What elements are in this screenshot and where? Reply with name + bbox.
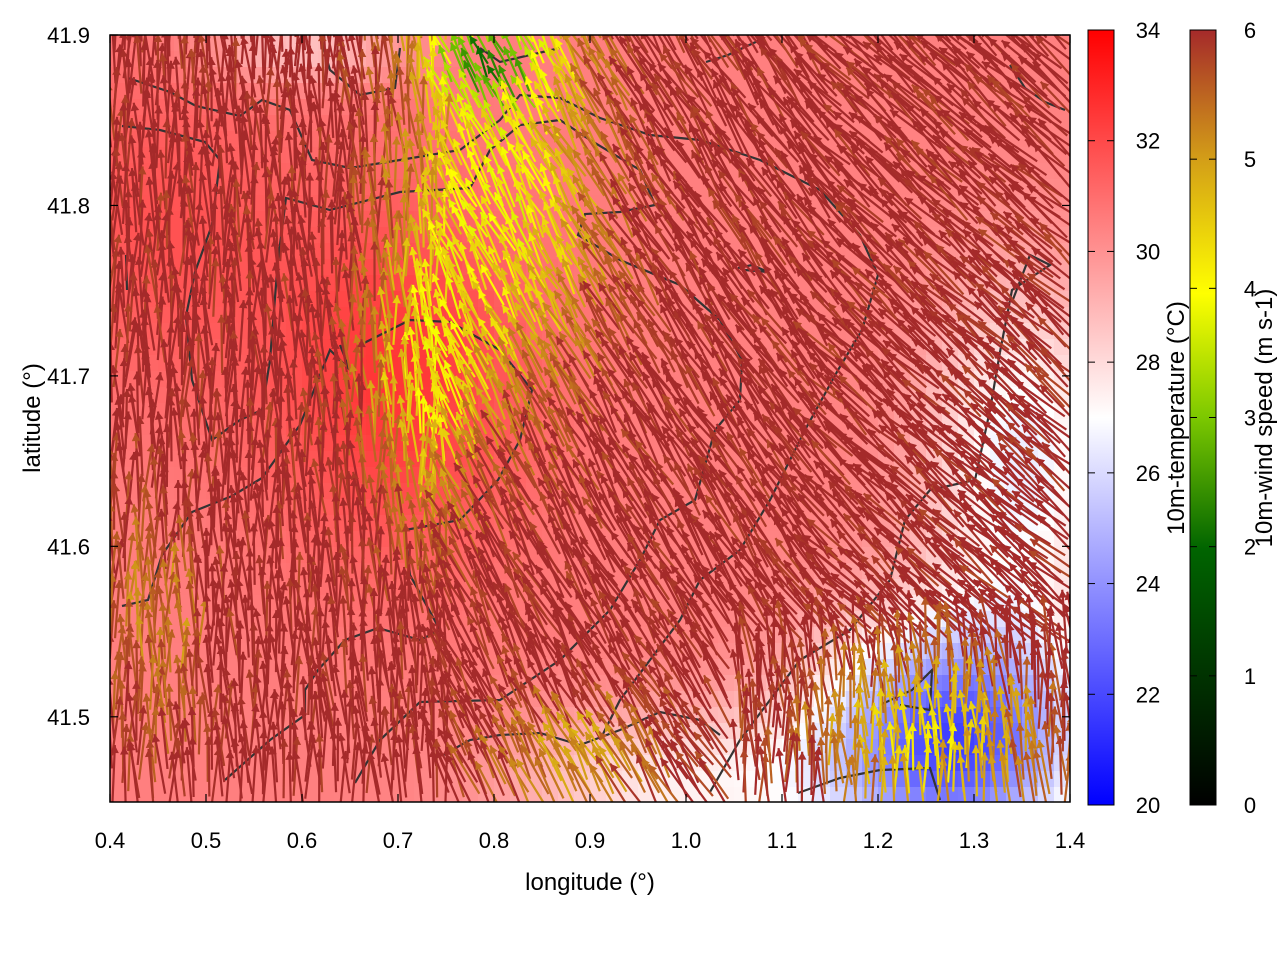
wind-arrow xyxy=(220,35,223,38)
temperature-cell xyxy=(1054,99,1070,116)
temperature-cell xyxy=(1054,163,1070,180)
wind-arrow xyxy=(1029,35,1035,39)
wind-arrow xyxy=(784,35,787,36)
wind-arrow xyxy=(1042,35,1048,39)
wind-arrow xyxy=(470,35,474,38)
temperature-cell xyxy=(878,643,895,660)
wind-arrow xyxy=(294,35,297,38)
wind-arrow xyxy=(558,35,563,40)
temperature-cell xyxy=(942,787,959,802)
wind-arrow xyxy=(112,35,115,38)
wind-arrow xyxy=(869,35,873,37)
wind-arrow xyxy=(193,35,196,39)
temperature-cell xyxy=(542,787,559,802)
wind-arrow xyxy=(1019,35,1025,38)
wind-arrow xyxy=(155,35,158,37)
wind-arrow xyxy=(824,35,828,39)
wind-arrow xyxy=(723,35,727,38)
temperature-cell xyxy=(318,787,335,802)
wind-arrow xyxy=(500,35,505,39)
temperature-cell xyxy=(734,771,751,788)
wind-arrow xyxy=(318,35,322,37)
wind-arrow xyxy=(1059,35,1062,37)
temperature-cell xyxy=(990,35,1007,52)
temperature-cell xyxy=(958,771,975,788)
wind-arrow xyxy=(597,35,602,39)
wind-arrow xyxy=(846,35,852,39)
temperature-cell xyxy=(302,771,319,788)
wind-arrow xyxy=(420,35,423,39)
temperature-cell xyxy=(206,51,223,68)
wind-arrow xyxy=(609,35,614,40)
wind-arrow xyxy=(101,357,110,420)
temperature-cell xyxy=(590,195,607,212)
temperature-cell xyxy=(766,771,783,788)
temperature-cell xyxy=(718,83,735,100)
temperature-cell xyxy=(1038,163,1055,180)
wind-arrow xyxy=(207,35,211,39)
temperature-cell xyxy=(958,787,975,802)
wind-arrow xyxy=(540,35,546,40)
wind-arrow xyxy=(809,35,814,39)
wind-arrow xyxy=(586,35,591,40)
wind-arrow xyxy=(279,35,282,36)
wind-arrow xyxy=(693,35,699,40)
temperature-cell xyxy=(766,131,783,148)
wind-arrow xyxy=(375,35,379,40)
wind-arrow xyxy=(641,35,645,40)
temperature-cell xyxy=(302,787,319,802)
temperature-cell xyxy=(718,51,735,68)
temperature-cell xyxy=(414,771,431,788)
temperature-cell xyxy=(1054,243,1070,260)
wind-arrow xyxy=(110,260,112,274)
temperature-cell xyxy=(142,787,159,802)
wind-arrow xyxy=(177,35,180,39)
wind-arrow xyxy=(408,35,411,40)
wind-arrow xyxy=(794,35,799,39)
plot-area xyxy=(96,35,1070,802)
wind-arrow xyxy=(666,35,670,37)
wind-arrow xyxy=(573,35,577,37)
wind-arrow xyxy=(332,35,336,38)
temperature-cell xyxy=(734,787,751,802)
temperature-cell xyxy=(222,787,239,802)
wind-arrow xyxy=(96,315,109,377)
wind-arrow xyxy=(110,321,112,331)
wind-arrow xyxy=(240,35,243,39)
temperature-cell xyxy=(110,83,127,100)
temperature-cell xyxy=(366,787,383,802)
wind-arrow xyxy=(98,372,108,432)
wind-arrow xyxy=(110,387,111,443)
wind-arrow xyxy=(655,35,657,36)
wind-arrow xyxy=(444,35,447,40)
wind-arrow xyxy=(750,35,756,40)
wind-arrow xyxy=(835,35,842,40)
wind-arrow xyxy=(351,35,354,39)
wind-arrow xyxy=(1006,35,1011,38)
